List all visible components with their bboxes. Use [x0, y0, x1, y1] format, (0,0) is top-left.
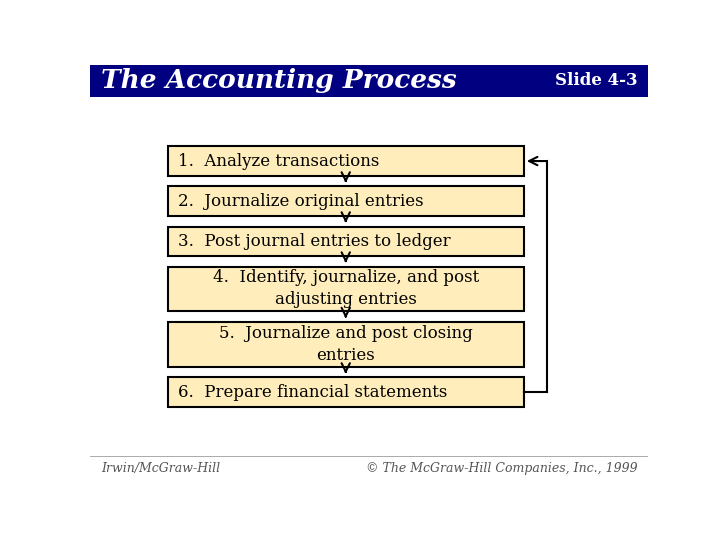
Text: © The McGraw-Hill Companies, Inc., 1999: © The McGraw-Hill Companies, Inc., 1999	[366, 462, 637, 475]
Bar	[90, 65, 648, 97]
Text: 4.  Identify, journalize, and post
adjusting entries: 4. Identify, journalize, and post adjust…	[212, 269, 479, 308]
Text: 5.  Journalize and post closing
entries: 5. Journalize and post closing entries	[219, 325, 472, 364]
Bar	[168, 322, 524, 367]
Bar	[168, 186, 524, 215]
Bar	[168, 267, 524, 311]
Bar	[168, 226, 524, 256]
Bar	[168, 146, 524, 176]
Text: 3.  Post journal entries to ledger: 3. Post journal entries to ledger	[179, 233, 451, 249]
Text: 6.  Prepare financial statements: 6. Prepare financial statements	[179, 383, 448, 401]
Text: 2.  Journalize original entries: 2. Journalize original entries	[179, 193, 424, 210]
Text: The Accounting Process: The Accounting Process	[101, 69, 456, 93]
Text: Slide 4-3: Slide 4-3	[554, 72, 637, 90]
Text: Irwin/McGraw-Hill: Irwin/McGraw-Hill	[101, 462, 220, 475]
Text: 1.  Analyze transactions: 1. Analyze transactions	[179, 152, 379, 170]
Bar	[168, 377, 524, 407]
